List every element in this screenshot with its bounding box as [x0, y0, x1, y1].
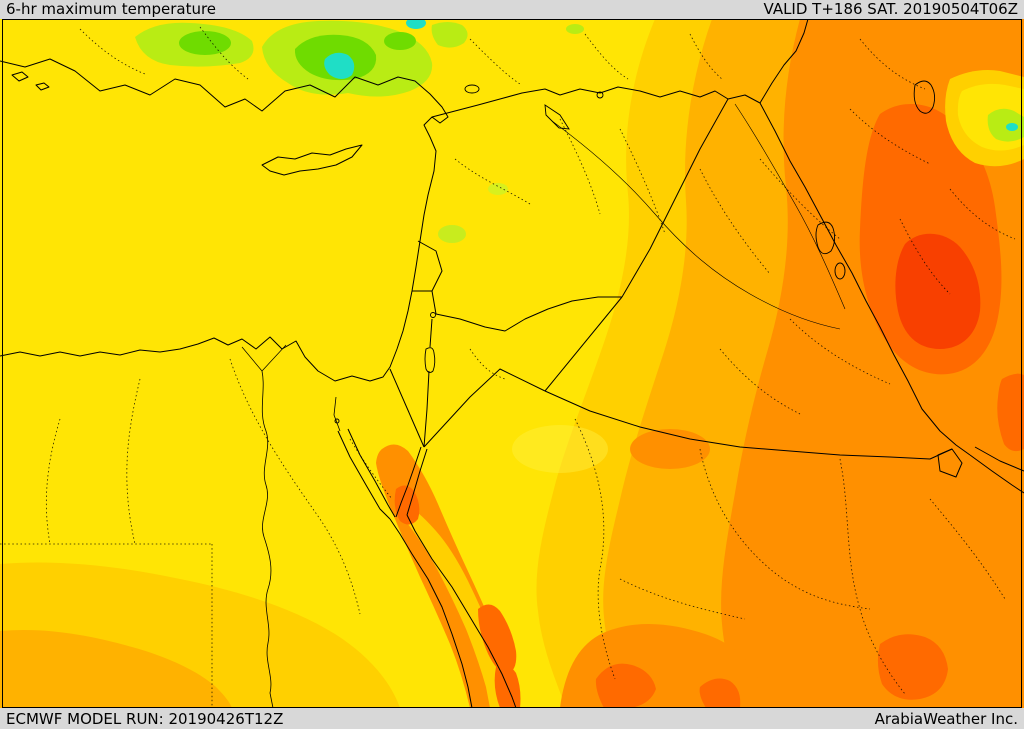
temp-fill-red-south-2 — [699, 678, 741, 708]
temp-fill-spot-north-saudi — [630, 429, 710, 469]
mediterranean-coastline — [0, 58, 449, 382]
lake-urmia — [913, 80, 936, 114]
dotted-egypt-3 — [229, 358, 361, 615]
temp-fill-green-top-small — [566, 24, 584, 34]
dotted-syria-2 — [559, 118, 601, 215]
dotted-jordan — [469, 348, 506, 380]
temperature-fill-layer — [0, 19, 1024, 708]
dotted-turkey-4 — [584, 33, 629, 80]
turkey-iran-border — [759, 19, 809, 104]
turkey-lake-2 — [596, 91, 604, 99]
kuwait-border — [937, 448, 963, 478]
jordan-saudi-border — [423, 368, 546, 448]
temp-fill-green-west-3 — [431, 22, 468, 48]
iraq-iran-border — [759, 102, 971, 456]
map-frame — [2, 19, 1022, 708]
euphrates-river — [551, 120, 841, 330]
dead-sea — [424, 347, 436, 374]
dotted-iraq-2 — [759, 158, 841, 240]
dotted-egypt-2 — [45, 418, 61, 545]
temp-fill-cyan-2 — [406, 19, 426, 29]
egypt-israel-border — [389, 368, 425, 448]
nile-river — [261, 370, 274, 708]
temp-fill-hot-right-edge — [997, 373, 1024, 452]
dotted-saudi-2 — [699, 448, 871, 610]
dotted-iran-1 — [849, 108, 931, 165]
dotted-iraq-4 — [719, 348, 801, 415]
lake-tharthar — [815, 221, 836, 255]
tigris-river — [734, 103, 846, 310]
temp-fill-red-south-1 — [595, 663, 656, 708]
temp-fill-corner-cyan — [1006, 123, 1018, 131]
dotted-turkey-6 — [859, 38, 926, 90]
jordan-river — [429, 318, 433, 348]
model-run-label: ECMWF MODEL RUN: 20190426T12Z — [6, 710, 284, 728]
temp-fill-red-sea-water — [404, 507, 516, 708]
dotted-syria-3 — [619, 128, 666, 235]
syria-jordan-border — [435, 296, 622, 332]
temp-fill-pale-center — [512, 425, 608, 473]
country-borders — [0, 19, 1024, 708]
temp-fill-green-levant-1 — [438, 225, 466, 243]
temp-fill-red-core-east — [895, 233, 981, 349]
temperature-map-svg — [0, 19, 1024, 708]
admin-borders-dotted — [0, 26, 1016, 708]
dotted-turkey-3 — [469, 38, 521, 85]
map-area — [0, 19, 1024, 708]
map-title: 6-hr maximum temperature — [6, 0, 217, 18]
gulf-of-aqaba — [395, 446, 428, 518]
aegean-islands — [11, 71, 50, 91]
sea-of-galilee — [430, 312, 436, 318]
temp-fill-green-core-3 — [384, 32, 416, 50]
suez-canal — [333, 396, 341, 432]
red-sea-east-coast — [406, 514, 517, 708]
header-bar: 6-hr maximum temperature VALID T+186 SAT… — [0, 0, 1024, 19]
dotted-egypt-1 — [126, 378, 141, 545]
footer-bar: ECMWF MODEL RUN: 20190426T12Z ArabiaWeat… — [0, 708, 1024, 729]
temp-fill-orange-egypt — [0, 629, 232, 708]
dotted-saudi-1 — [574, 418, 616, 680]
gulf-of-suez — [337, 428, 396, 520]
dotted-gulf — [929, 498, 1006, 600]
temp-fill-corner-green — [987, 108, 1024, 142]
valid-time-label: VALID T+186 SAT. 20190504T06Z — [763, 0, 1018, 18]
dotted-turkey-5 — [689, 33, 723, 80]
jordan-iraq-border — [544, 296, 623, 392]
dotted-iran-2 — [949, 188, 1016, 240]
syria-iraq-border — [621, 98, 729, 298]
persian-gulf-coast — [969, 446, 1024, 494]
temp-fill-green-core-1 — [179, 31, 231, 55]
iraq-saudi-border — [544, 390, 953, 460]
red-sea-west-coast — [389, 518, 473, 708]
temp-fill-red-coast-1 — [478, 604, 517, 675]
provider-label: ArabiaWeather Inc. — [874, 710, 1018, 728]
lakes — [334, 80, 936, 424]
bitter-lakes — [334, 418, 340, 424]
turkey-south-border — [431, 86, 761, 118]
temp-fill-cyan-1 — [324, 52, 355, 79]
lake-razzaza — [834, 262, 846, 280]
lebanon-borders — [412, 240, 443, 315]
lake-assad — [544, 104, 570, 130]
dotted-syria-1 — [454, 158, 531, 205]
turkey-lake-1 — [464, 84, 480, 94]
dotted-saudi-3 — [839, 458, 906, 695]
temp-fill-green-levant-2 — [488, 183, 508, 195]
dotted-iraq-3 — [789, 318, 891, 385]
cyprus-island — [261, 144, 363, 176]
israel-jordan-border — [423, 370, 430, 448]
rivers — [241, 103, 846, 708]
temp-fill-red-south-3 — [877, 634, 948, 700]
